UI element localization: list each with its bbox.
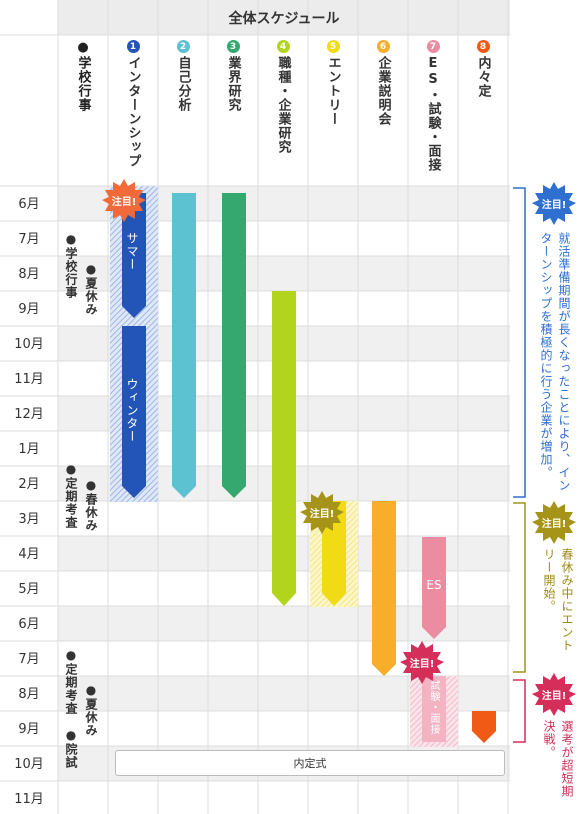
month-label: 12月 [14,407,44,422]
column-header-company: 4 職種・企業研究 [258,40,308,154]
exam-label: 試験・面接 [428,680,439,735]
starburst-icon [400,641,444,684]
attention-badge: 注目! [300,490,344,534]
column-label: 自己分析 [175,56,191,112]
internship-winter-label: ウィンター [125,378,139,443]
month-label: 10月 [14,757,44,772]
column-number: 1 [126,40,140,53]
exam-bar [422,676,446,742]
industry-research-bar [222,193,246,498]
column-number: 6 [376,40,390,53]
starburst-icon [532,501,576,544]
column-label: ●学校行事 [75,40,91,112]
company-research-bar [272,291,296,606]
badge-label: 注目! [541,690,567,702]
column-label: 業界研究 [225,56,241,112]
school-event: ●春休み [84,478,98,532]
badge-label: 注目! [541,199,567,211]
starburst-icon [532,673,576,716]
month-label: 8月 [18,267,40,282]
seminar-bar [372,501,396,676]
month-label: 6月 [18,617,40,632]
school-event: ●夏休み [84,262,98,316]
school-event: ●学校行事 [64,232,78,299]
header-band [58,0,510,35]
naiteishiki-box: 内定式 [115,750,505,776]
note-text-entry: 春休み中にエントリー開始。 [542,548,574,652]
internship-summer-label: サマー [125,232,139,271]
attention-badge: 注目! [400,640,444,684]
offer-bar [472,711,496,743]
column-number: 7 [426,40,440,53]
note-text-internship: 就活準備期間が長くなったことにより、インターンシップを積極的に行う企業が増加。 [539,232,571,492]
self-analysis-bar [172,193,196,498]
column-label: ES・試験・面接 [425,56,441,172]
school-event: ●定期考査 [64,648,78,715]
column-number: 3 [226,40,240,53]
column-label: エントリー [325,56,341,126]
badge-label: 注目! [541,518,567,530]
month-label: 7月 [18,652,40,667]
month-label: 7月 [18,232,40,247]
month-label: 4月 [18,547,40,562]
month-label: 11月 [14,372,44,387]
badge-label: 注目! [111,196,137,208]
note-badge: 注目! [532,181,576,225]
note-badge: 注目! [532,500,576,544]
column-label: 内々定 [475,56,491,98]
column-header-internship: 1 インターンシップ [108,40,158,168]
column-header-seminar: 6 企業説明会 [358,40,408,126]
column-label: インターンシップ [125,56,141,168]
month-label: 9月 [18,722,40,737]
attention-badge: 注目! [102,178,146,222]
column-header-selection: 7 ES・試験・面接 [408,40,458,172]
starburst-icon [532,182,576,225]
starburst-icon [300,491,344,534]
es-label: ES [426,578,442,592]
bracket-red [513,679,526,743]
month-label: 9月 [18,302,40,317]
month-label: 8月 [18,687,40,702]
month-label: 10月 [14,337,44,352]
month-label: 1月 [18,442,40,457]
note-text-selection: 選考が超短期決戦。 [542,720,574,798]
school-event: ●夏休み [84,683,98,737]
internship-winter-bar [122,326,146,498]
column-header-school: ●学校行事 [58,40,108,112]
month-label: 3月 [18,512,40,527]
internship-summer-bar [122,193,146,318]
column-number: 8 [476,40,490,53]
column-number: 4 [276,40,290,53]
column-number: 5 [326,40,340,53]
bracket-gold [513,502,526,673]
page-title: 全体スケジュール [228,10,340,27]
note-badge: 注目! [532,672,576,716]
badge-label: 注目! [409,658,435,670]
es-bar [422,537,446,639]
month-label: 11月 [14,792,44,807]
badge-label: 注目! [309,508,335,520]
starburst-icon [102,179,146,222]
month-label: 5月 [18,582,40,597]
column-header-offer: 8 内々定 [458,40,508,98]
school-event: ●定期考査 [64,462,78,529]
bracket-blue [513,187,526,498]
month-label: 6月 [18,197,40,212]
column-label: 職種・企業研究 [275,56,291,154]
column-header-self-analysis: 2 自己分析 [158,40,208,112]
school-event: ●院試 [64,728,78,769]
column-number: 2 [176,40,190,53]
column-label: 企業説明会 [375,56,391,126]
column-header-industry: 3 業界研究 [208,40,258,112]
column-header-entry: 5 エントリー [308,40,358,126]
month-label: 2月 [18,477,40,492]
